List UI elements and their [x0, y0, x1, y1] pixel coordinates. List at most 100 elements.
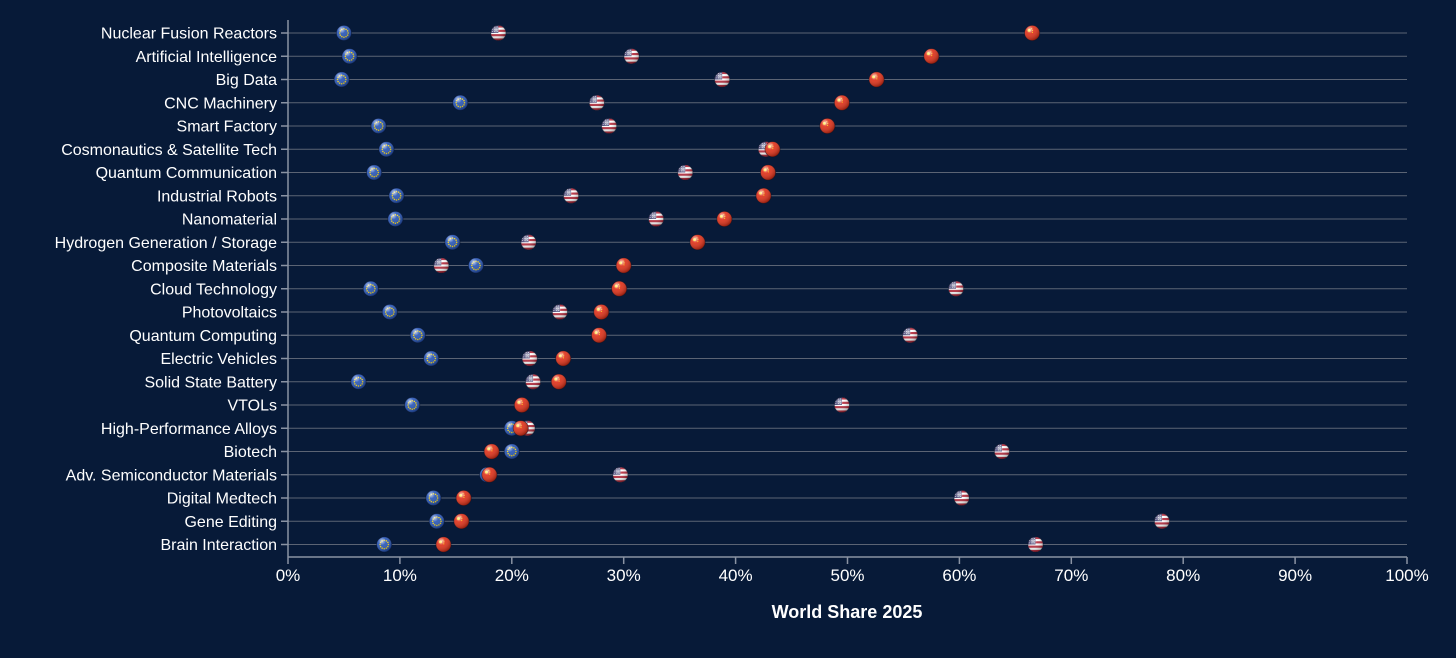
marker-cn-flag	[764, 141, 781, 158]
marker-cn-flag	[611, 280, 628, 297]
marker-us-flag	[833, 397, 850, 413]
marker-us-flag	[648, 211, 665, 227]
category-label: Solid State Battery	[144, 374, 277, 391]
x-tick-label: 70%	[1054, 566, 1088, 585]
x-tick-label: 10%	[383, 566, 417, 585]
marker-cn-flag	[512, 420, 529, 437]
x-tick-label: 80%	[1166, 566, 1200, 585]
category-label: Nuclear Fusion Reactors	[101, 26, 277, 43]
category-label: Digital Medtech	[167, 491, 277, 508]
marker-cn-flag	[1024, 25, 1041, 41]
marker-cn-flag	[555, 350, 572, 367]
marker-cn-flag	[868, 71, 885, 88]
marker-us-flag	[433, 257, 450, 274]
category-label: Artificial Intelligence	[136, 49, 278, 66]
marker-eu-flag	[503, 443, 520, 460]
marker-cn-flag	[550, 373, 567, 390]
marker-eu-flag	[388, 187, 405, 204]
marker-eu-flag	[350, 373, 367, 390]
marker-us-flag	[520, 234, 537, 251]
marker-cn-flag	[481, 466, 498, 483]
category-label: Big Data	[216, 72, 277, 89]
category-label: Quantum Communication	[96, 165, 277, 182]
marker-eu-flag	[341, 48, 358, 65]
x-tick-label: 20%	[495, 566, 529, 585]
marker-us-flag	[714, 71, 731, 88]
marker-cn-flag	[716, 211, 733, 227]
marker-eu-flag	[335, 25, 352, 41]
marker-cn-flag	[453, 513, 470, 530]
marker-eu-flag	[333, 71, 350, 88]
x-tick-label: 100%	[1385, 566, 1428, 585]
x-tick-label: 30%	[607, 566, 641, 585]
marker-eu-flag	[425, 490, 442, 506]
marker-cn-flag	[760, 164, 777, 181]
category-label: Hydrogen Generation / Storage	[55, 235, 277, 252]
category-label: CNC Machinery	[164, 95, 277, 112]
marker-us-flag	[601, 118, 618, 134]
marker-us-flag	[623, 48, 640, 65]
marker-eu-flag	[387, 211, 404, 227]
axes: 0% 10% 20% 30% 40% 50% 60% 70% 80% 90% 100%	[276, 20, 1429, 585]
marker-us-flag	[993, 443, 1010, 460]
category-labels: Nuclear Fusion Reactors Artificial Intell…	[55, 26, 277, 555]
marker-cn-flag	[819, 118, 836, 134]
marker-eu-flag	[409, 327, 426, 344]
marker-cn-flag	[615, 257, 632, 274]
marker-eu-flag	[428, 513, 445, 530]
x-tick-label: 90%	[1278, 566, 1312, 585]
category-label: Electric Vehicles	[161, 351, 278, 368]
marker-us-flag	[588, 94, 605, 111]
marker-us-flag	[1027, 536, 1044, 553]
marker-eu-flag	[376, 536, 393, 553]
marker-cn-flag	[591, 327, 608, 344]
x-tick-label: 60%	[942, 566, 976, 585]
marker-eu-flag	[370, 118, 387, 134]
marker-us-flag	[563, 187, 580, 204]
category-label: Cloud Technology	[150, 281, 277, 298]
marker-us-flag	[525, 373, 542, 390]
marker-eu-flag	[452, 94, 469, 111]
marker-cn-flag	[455, 490, 472, 506]
category-label: Composite Materials	[131, 258, 277, 275]
marker-eu-flag	[467, 257, 484, 274]
category-label: Gene Editing	[184, 514, 277, 531]
marker-cn-flag	[755, 187, 772, 204]
marker-eu-flag	[404, 397, 421, 413]
marker-eu-flag	[362, 280, 379, 297]
marker-cn-flag	[513, 397, 530, 413]
marker-us-flag	[490, 25, 507, 41]
marker-us-flag	[953, 490, 970, 506]
marker-eu-flag	[423, 350, 440, 367]
category-label: Nanomaterial	[182, 212, 277, 229]
category-label: Industrial Robots	[157, 188, 277, 205]
marker-eu-flag	[381, 304, 398, 320]
marker-us-flag	[902, 327, 919, 344]
marker-eu-flag	[366, 164, 383, 181]
marker-cn-flag	[593, 304, 610, 320]
x-tick-label: 40%	[719, 566, 753, 585]
marker-cn-flag	[435, 536, 452, 553]
category-label: High-Performance Alloys	[101, 421, 277, 438]
marker-us-flag	[948, 280, 965, 297]
marker-cn-flag	[833, 94, 850, 111]
x-tick-label: 50%	[830, 566, 864, 585]
category-label: Biotech	[224, 444, 277, 461]
marker-us-flag	[677, 164, 694, 181]
marker-eu-flag	[444, 234, 461, 251]
marker-us-flag	[521, 350, 538, 367]
category-label: Cosmonautics & Satellite Tech	[61, 142, 277, 159]
x-tick-label: 0%	[276, 566, 301, 585]
category-label: Quantum Computing	[129, 328, 277, 345]
category-label: Brain Interaction	[160, 537, 277, 554]
x-axis-title: World Share 2025	[772, 602, 923, 622]
marker-eu-flag	[378, 141, 395, 158]
category-label: VTOLs	[228, 398, 278, 415]
marker-cn-flag	[923, 48, 940, 65]
gridlines	[288, 32, 1407, 545]
marker-cn-flag	[483, 443, 500, 460]
category-label: Photovoltaics	[182, 305, 277, 322]
marker-cn-flag	[689, 234, 706, 251]
